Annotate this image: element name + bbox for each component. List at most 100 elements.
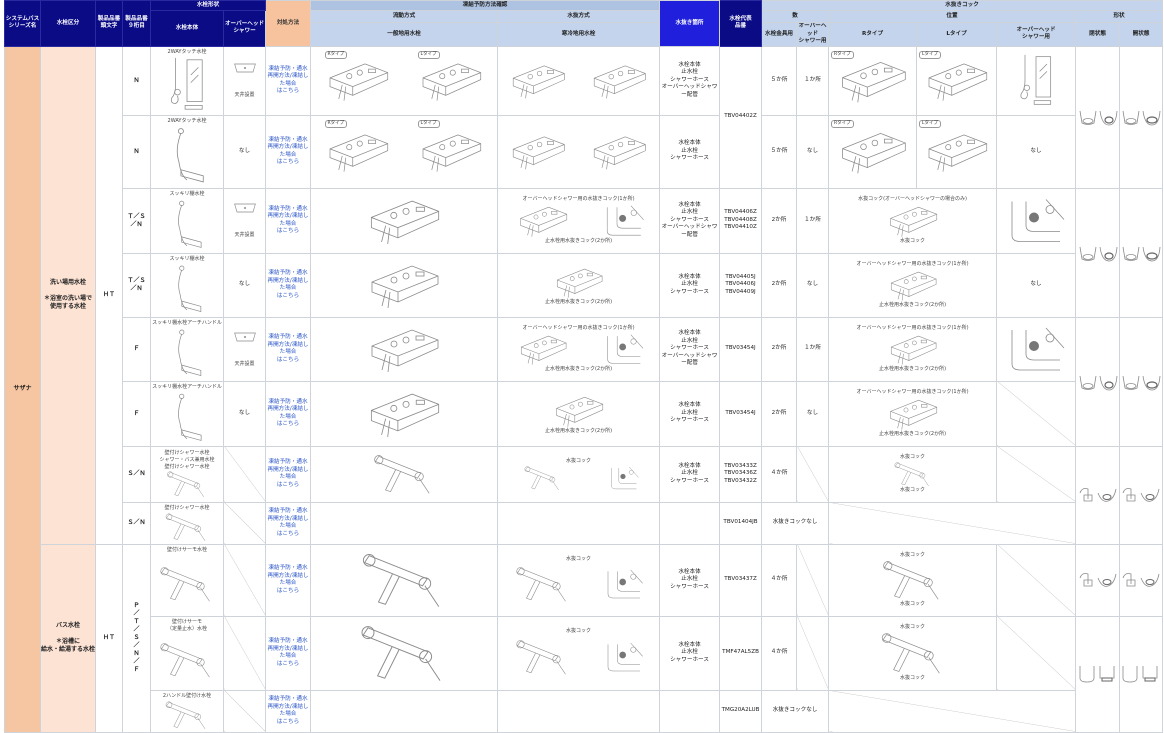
caption: 水抜コック <box>900 675 926 682</box>
overhead-shower-na <box>222 501 267 545</box>
freeze-action-link[interactable]: 凍結予防・通水再開方法/凍結した場合 はこちら <box>265 689 312 733</box>
model-number: TBV04405J TBV04406J TBV04409J <box>719 252 763 318</box>
model-number: TBV03433Z TBV03436Z TBV03432Z <box>719 445 763 503</box>
drain-method-cell: 水抜コック <box>497 543 661 617</box>
drain-points <box>659 501 721 545</box>
header-drain-points: 水抜き箇所 <box>659 0 721 47</box>
freeze-action-link[interactable]: 凍結予防・通水再開方法/凍結した場合 はこちら <box>265 501 312 545</box>
faucet-body-cell: 2WAYタッチ水栓 <box>150 114 224 189</box>
flow-method-cell <box>310 445 499 503</box>
cock-position-rl: 水抜コック 水抜コック <box>828 543 998 617</box>
caption: 水抜コック <box>900 487 926 494</box>
product-digit9: Ｔ／Ｓ ／Ｎ <box>122 252 151 318</box>
header-model: 水栓代表 品番 <box>719 0 763 47</box>
wall-thermo-fixed-faucet-icon <box>152 633 223 687</box>
l-type-tag: Lタイプ <box>919 51 942 60</box>
faucet-name: 壁付けサーモ水栓 <box>166 546 207 553</box>
product-prefix: ＨＴ <box>95 45 123 545</box>
header-overhead-shower: オーバーヘッド シャワー <box>222 10 267 47</box>
freeze-action-link[interactable]: 凍結予防・通水再開方法/凍結した場合 はこちら <box>265 316 312 382</box>
caption: 水抜コック <box>900 454 926 461</box>
cock-position-rl: 水抜コック 水抜コック <box>828 445 998 503</box>
cock-count-overhead: なし <box>796 114 830 189</box>
wall-drain-drawing <box>513 563 573 605</box>
table-body: サザナ 洗い場用水栓 ＊浴室の洗い場で 使用する水栓 ＨＴ Ｎ 2WAYタッチ水栓 天井設… <box>4 45 1164 733</box>
cock-shape-open <box>1119 615 1164 733</box>
flow-method-cell <box>310 252 499 318</box>
header-digit9: 製品品番 ９桁目 <box>122 0 151 47</box>
cock-count-overhead-na <box>796 615 830 691</box>
drain-method-cell: オーバーヘッドシャワー用の水抜きコック(1か所) 止水栓用水抜きコック(2か所) <box>497 316 661 382</box>
cock-count-overhead: １か所 <box>796 316 830 382</box>
overhead-shower-none: なし <box>222 114 267 189</box>
arch-handle-faucet-icon <box>152 391 223 444</box>
cock-position-rl: 水抜コック(オーバーヘッドシャワーの場合のみ) 水抜コック <box>828 187 998 254</box>
cock-closed-icon <box>1077 243 1119 263</box>
faucet-unit-drawing <box>312 260 497 310</box>
r-type-tag: Rタイプ <box>324 120 348 129</box>
r-type-drawing: Rタイプ <box>323 51 393 108</box>
wall-faucet-drawing <box>312 623 497 683</box>
cock-position-na <box>828 501 1077 545</box>
wall-drain-drawing <box>513 465 573 491</box>
drain-method-cell: 止水栓用水抜きコック(2か所) <box>497 252 661 318</box>
freeze-action-link[interactable]: 凍結予防・通水再開方法/凍結した場合 はこちら <box>265 615 312 691</box>
cock-position-rl: オーバーヘッドシャワー用の水抜きコック(1か所) 止水栓用水抜きコック(2か所) <box>828 252 998 318</box>
faucet-name: スッキリ棚水栓 <box>169 255 205 262</box>
cock-position-drawing <box>830 268 996 302</box>
cock-shape-closed <box>1075 45 1121 189</box>
ceiling-label: 天井設置 <box>234 360 255 367</box>
header-count-faucet: 水栓金具用 <box>761 22 798 47</box>
freeze-action-link[interactable]: 凍結予防・通水再開方法/凍結した場合 はこちら <box>265 187 312 254</box>
drain-unit-drawing <box>508 203 578 238</box>
header-category: 水栓区分 <box>40 0 96 47</box>
cock-open-icon <box>1121 107 1162 127</box>
freeze-action-link[interactable]: 凍結予防・通水再開方法/凍結した場合 はこちら <box>265 114 312 189</box>
drain-points: 水栓本体 止水栓 シャワーホース <box>659 252 721 318</box>
caption: 水抜コック <box>900 552 926 559</box>
header-pos-overhead: オーバーヘッド シャワー用 <box>996 22 1077 47</box>
flow-method-cell <box>310 615 499 691</box>
l-type-drawing: Lタイプ <box>416 51 486 108</box>
freeze-action-link[interactable]: 凍結予防・通水再開方法/凍結した場合 はこちら <box>265 380 312 447</box>
header-open: 開状態 <box>1119 22 1164 47</box>
ceiling-shower-icon <box>225 202 265 214</box>
cock-position-drawing <box>830 203 996 238</box>
faucet-body-cell: 2WAYタッチ水栓 <box>150 45 224 116</box>
cock-shape-open <box>1119 187 1164 318</box>
flow-method-cell <box>310 316 499 382</box>
ceiling-shower-icon <box>225 331 265 343</box>
flow-method-cell <box>310 380 499 447</box>
table-row: Ｔ／Ｓ ／Ｎ スッキリ棚水栓 天井設置 凍結予防・通水再開方法/凍結した場合 はこちら… <box>5 187 1164 318</box>
header-general-area: 一般地用水栓 <box>310 22 499 47</box>
freeze-action-link[interactable]: 凍結予防・通水再開方法/凍結した場合 はこちら <box>265 252 312 318</box>
drain-points: 水栓本体 止水栓 シャワーホース <box>659 380 721 447</box>
l-type-drain-drawing <box>588 53 650 108</box>
flow-method-cell <box>310 543 499 617</box>
model-number: TBV03437Z <box>719 543 763 617</box>
cock-count-faucet: ５か所 <box>761 45 798 116</box>
cock-position-drawing <box>830 461 996 487</box>
faucet-body-cell: スッキリ棚水栓アーチハンドル <box>150 380 224 447</box>
drain-points: 水栓本体 止水栓 シャワーホース <box>659 615 721 691</box>
caption: 止水栓用水抜きコック(2か所) <box>878 431 947 438</box>
freeze-action-link[interactable]: 凍結予防・通水再開方法/凍結した場合 はこちら <box>265 543 312 617</box>
freeze-action-link[interactable]: 凍結予防・通水再開方法/凍結した場合 はこちら <box>265 445 312 503</box>
freeze-action-link[interactable]: 凍結予防・通水再開方法/凍結した場合 はこちら <box>265 45 312 116</box>
header-series: システムバスシリーズ名 <box>4 0 41 47</box>
faucet-name: 2ハンドル壁付け水栓 <box>162 692 212 699</box>
l-type-tag: Lタイプ <box>919 120 942 129</box>
model-number: TBV03454J <box>719 316 763 382</box>
wall-drain-drawing <box>513 635 573 679</box>
drain-points: 水栓本体 止水栓 シャワーホース <box>659 114 721 189</box>
l-type-tag: Lタイプ <box>417 51 440 60</box>
drain-points: 水栓本体 止水栓 シャワーホース オーバーヘッドシャワー配管 <box>659 45 721 116</box>
ceiling-label: 天井設置 <box>234 92 255 99</box>
two-handle-wall-faucet-icon <box>152 700 223 730</box>
table-row: Ｓ／Ｎ 壁付けシャワー水栓 凍結予防・通水再開方法/凍結した場合 はこちら TBV01… <box>5 501 1163 545</box>
drain-points: 水栓本体 止水栓 シャワーホース <box>659 445 721 503</box>
header-count-overhead: オーバーヘッド シャワー用 <box>796 22 830 47</box>
freeze-prevention-table: システムバスシリーズ名 水栓区分 製品品番 頭文字 製品品番 ９桁目 水栓形状 … <box>4 0 1164 733</box>
cock-position-overhead <box>996 45 1077 116</box>
cock-count-faucet: 2か所 <box>761 187 798 254</box>
